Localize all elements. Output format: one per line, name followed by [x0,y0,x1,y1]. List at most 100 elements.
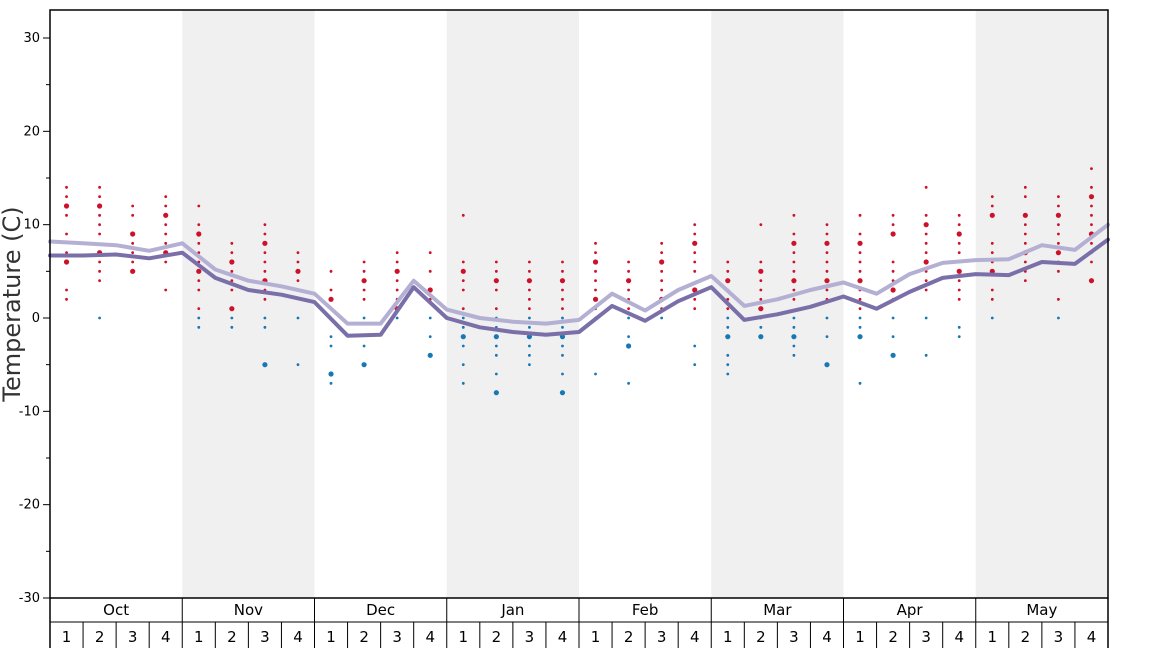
cold-dot [528,353,531,357]
y-tick-label: 30 [23,31,40,46]
warm-dot [263,269,267,273]
warm-dot [96,203,103,209]
warm-dot [494,288,498,292]
warm-dot [825,260,829,264]
cold-dot [528,344,531,348]
cold-dot [660,316,664,320]
warm-dot [65,232,68,236]
cold-dot [858,381,862,385]
warm-dot [196,231,202,237]
warm-dot [262,240,268,246]
warm-dot [858,213,862,217]
warm-dot [1023,185,1027,189]
warm-dot [65,297,68,301]
y-tick-label: 10 [23,218,40,233]
warm-dot [561,260,564,264]
cold-dot [461,363,465,367]
warm-dot [197,223,201,227]
cold-dot [858,325,862,329]
warm-dot [924,251,928,255]
cold-dot [296,316,300,320]
warm-dot [759,297,763,301]
cold-dot [197,316,201,320]
cold-dot [329,335,333,339]
warm-dot [1057,204,1060,208]
cold-dot [858,316,862,320]
warm-dot [693,297,697,301]
week-label: 4 [293,628,303,646]
warm-dot [957,251,961,255]
warm-dot [1057,297,1060,301]
warm-dot [528,307,531,311]
warm-dot [726,269,730,273]
warm-dot [362,269,366,273]
warm-dot [594,241,597,245]
warm-dot [395,288,399,292]
warm-dot [660,269,664,273]
warm-dot [791,278,797,284]
cold-dot [494,372,498,376]
warm-dot [561,269,564,273]
plot-frame [49,9,1109,599]
warm-dot [792,213,796,217]
warm-dot [1055,250,1062,256]
week-label: 4 [690,628,700,646]
warm-dot [693,307,697,311]
warm-dot [98,232,101,236]
week-label: 3 [1054,628,1064,646]
warm-dot [825,269,829,273]
cold-dot [230,316,234,320]
temperature-dots [63,167,1095,396]
cold-dot [824,362,830,368]
cold-dot [891,335,895,339]
cold-dot [362,344,366,348]
warm-dot [98,223,101,227]
warm-dot [858,251,862,255]
warm-dot [65,288,68,292]
warm-dot [957,213,961,217]
warm-dot [957,297,961,301]
y-tick-label: 20 [23,124,40,139]
warm-dot [660,288,664,292]
warm-dot [526,278,533,284]
warm-dot [197,288,201,292]
warm-dot [1057,232,1060,236]
week-label: 4 [161,628,171,646]
week-label: 2 [756,628,766,646]
warm-dot [461,288,465,292]
warm-dot [693,223,697,227]
warm-dot [1057,223,1060,227]
cold-dot [561,344,564,348]
cold-dot [825,316,829,320]
cold-dot [296,363,300,367]
warm-dot [493,278,499,284]
warm-dot [130,268,136,274]
cold-dot [825,335,829,339]
warm-dot [461,307,465,311]
warm-dot [263,232,267,236]
warm-dot [394,268,400,274]
month-label: May [1026,601,1057,619]
warm-dot [1023,232,1027,236]
warm-dot [1023,279,1027,283]
warm-dot [197,204,201,208]
warm-dot [891,213,895,217]
warm-dot [858,269,862,273]
warm-dot [295,268,301,274]
warm-dot [197,307,201,311]
warm-dot [1090,241,1093,245]
warm-dot [63,259,70,265]
warm-dot [494,307,498,311]
cold-dot [627,316,630,320]
warm-dot [229,259,235,265]
warm-dot [229,306,235,312]
warm-dot [692,240,698,246]
warm-dot [461,213,465,217]
cold-dot [362,316,366,320]
week-label: 1 [723,628,733,646]
warm-dot [164,241,168,245]
warm-dot [1022,212,1028,218]
week-label: 3 [392,628,402,646]
warm-dot [792,260,796,264]
cold-dot [792,316,796,320]
